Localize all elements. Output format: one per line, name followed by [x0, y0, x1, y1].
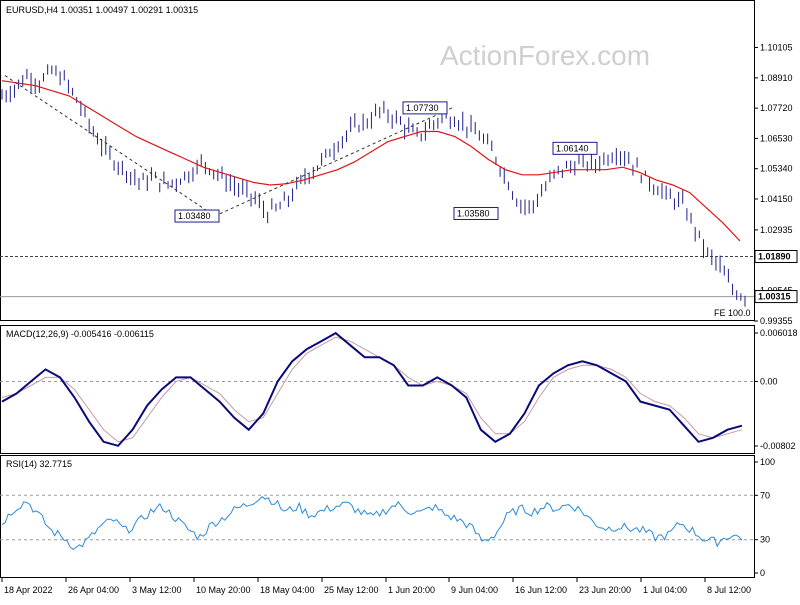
price-level-box	[754, 249, 798, 263]
rsi-tick-label: 100	[760, 457, 775, 467]
price-title: EURUSD,H4 1.00351 1.00497 1.00291 1.0031…	[6, 5, 198, 15]
macd-tick-label: -0.00802	[760, 441, 796, 451]
time-tick-label: 1 Jul 04:00	[643, 585, 687, 595]
moving-average-line	[1, 80, 741, 242]
trendline-path	[4, 75, 453, 217]
rsi-line	[1, 496, 743, 551]
time-tick-label: 10 May 20:00	[196, 585, 251, 595]
fe-label: FE 100.0	[714, 308, 751, 318]
watermark: ActionForex.com	[440, 40, 650, 71]
price-level-label: 1.00315	[758, 292, 791, 302]
time-tick-label: 26 Apr 04:00	[68, 585, 119, 595]
price-levels	[0, 255, 754, 298]
time-tick-label: 1 Jun 20:00	[388, 585, 435, 595]
rsi-panel-frame	[0, 455, 755, 578]
price-annotation-label: 1.07730	[406, 103, 439, 113]
price-panel-frame	[0, 0, 755, 321]
rsi-tick-label: 70	[760, 490, 770, 500]
price-tick-label: 1.10105	[760, 42, 793, 52]
price-tick-label: 0.99355	[760, 316, 793, 326]
rsi-tick-label: 30	[760, 535, 770, 545]
moving-average-series	[1, 80, 741, 242]
rsi-series	[1, 496, 743, 551]
price-annotation-label: 1.03480	[178, 211, 211, 221]
price-annotation-box	[453, 206, 499, 220]
time-tick-label: 16 Jun 12:00	[515, 585, 567, 595]
macd-panel-frame	[0, 325, 755, 454]
macd-tick-label: 0.006018	[760, 328, 798, 338]
price-annotation-box	[174, 209, 220, 223]
time-tick-label: 18 Apr 2022	[4, 585, 53, 595]
price-tick-label: 1.08910	[760, 73, 793, 83]
time-tick-label: 23 Jun 20:00	[579, 585, 631, 595]
macd-signal-line	[1, 336, 743, 443]
price-tick-label: 1.04150	[760, 194, 793, 204]
time-tick-label: 18 May 04:00	[260, 585, 315, 595]
macd-axis: 0.006018 0.00 -0.00802	[754, 328, 798, 451]
price-tick-label: 1.02935	[760, 225, 793, 235]
price-tick-label: 1.06530	[760, 133, 793, 143]
rsi-levels	[0, 494, 754, 541]
price-level-box	[754, 290, 798, 304]
trendline	[4, 75, 453, 217]
macd-tick-label: 0.00	[760, 376, 778, 386]
time-tick-label: 3 May 12:00	[132, 585, 182, 595]
time-tick-label: 8 Jul 12:00	[707, 585, 751, 595]
price-annotation-box	[552, 141, 598, 155]
price-tick-label: 1.05340	[760, 164, 793, 174]
macd-title: MACD(12,26,9) -0.005416 -0.006115	[6, 329, 154, 339]
price-annotation-label: 1.03580	[457, 208, 490, 218]
time-axis: 18 Apr 2022 26 Apr 04:00 3 May 12:00 10 May…	[1, 578, 751, 595]
rsi-axis: 100 70 30 0	[754, 457, 775, 578]
price-series	[1, 64, 746, 307]
price-axis: 1.10105 1.08910 1.07720 1.06530 1.05340 1.041…	[754, 42, 798, 326]
rsi-title: RSI(14) 32.7715	[6, 459, 72, 469]
price-tick-label: 1.07720	[760, 103, 793, 113]
time-tick-label: 25 May 12:00	[324, 585, 379, 595]
price-annotation-label: 1.06140	[556, 143, 589, 153]
time-tick-label: 9 Jun 04:00	[451, 585, 498, 595]
price-annotations: 1.03480 1.07730 1.03580 1.06140	[174, 101, 598, 223]
price-annotation-box	[402, 101, 448, 115]
price-level-label: 1.01890	[758, 251, 791, 261]
macd-line	[1, 331, 743, 447]
macd-series	[1, 331, 743, 447]
rsi-tick-label: 0	[760, 568, 765, 578]
